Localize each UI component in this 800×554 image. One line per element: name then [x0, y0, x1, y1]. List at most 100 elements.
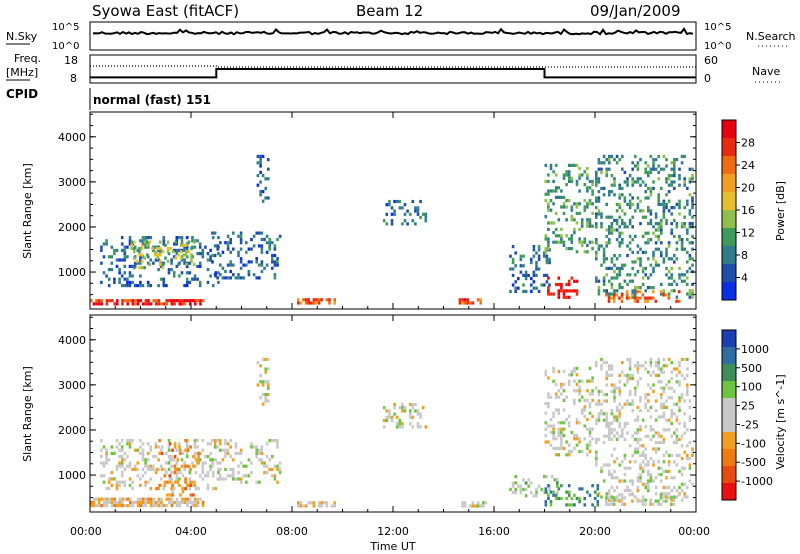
- scatter-cell: [209, 467, 212, 471]
- scatter-cell: [184, 477, 187, 481]
- scatter-cell: [302, 298, 305, 302]
- freq-left-top: 18: [64, 54, 78, 67]
- scatter-cell: [662, 453, 666, 457]
- scatter-cell: [276, 467, 279, 471]
- scatter-cell: [626, 431, 629, 435]
- scatter-cell: [634, 180, 637, 184]
- scatter-cell: [204, 461, 207, 465]
- scatter-cell: [196, 504, 200, 508]
- scatter-cell: [591, 503, 594, 507]
- scatter-cell: [549, 443, 553, 447]
- scatter-cell: [146, 261, 150, 265]
- scatter-cell: [691, 453, 694, 457]
- scatter-cell: [600, 244, 603, 248]
- scatter-cell: [560, 240, 563, 244]
- scatter-cell: [657, 431, 660, 435]
- scatter-cell: [562, 202, 566, 206]
- scatter-cell: [621, 286, 624, 290]
- scatter-cell: [618, 234, 621, 238]
- scatter-cell: [636, 380, 640, 384]
- scatter-cell: [189, 445, 193, 449]
- scatter-cell: [201, 299, 205, 303]
- scatter-cell: [100, 504, 103, 508]
- scatter-cell: [128, 442, 132, 446]
- scatter-cell: [595, 183, 598, 187]
- scatter-cell: [532, 270, 536, 274]
- scatter-cell: [317, 298, 321, 302]
- scatter-cell: [613, 180, 616, 184]
- scatter-cell: [157, 497, 161, 501]
- scatter-cell: [193, 445, 197, 449]
- scatter-cell: [181, 497, 184, 501]
- scatter-cell: [267, 196, 270, 200]
- scatter-cell: [621, 370, 624, 374]
- scatter-cell: [583, 250, 587, 254]
- scatter-cell: [97, 500, 101, 504]
- scatter-cell: [662, 485, 666, 489]
- scatter-cell: [107, 458, 111, 462]
- scatter-cell: [395, 415, 399, 419]
- scatter-cell: [573, 370, 576, 374]
- scatter-cell: [100, 448, 103, 452]
- scatter-cell: [198, 451, 202, 455]
- scatter-cell: [537, 248, 541, 252]
- scatter-cell: [631, 238, 634, 242]
- cpid-text: normal (fast) 151: [93, 93, 211, 107]
- scatter-cell: [129, 299, 132, 303]
- scatter-cell: [605, 228, 608, 232]
- scatter-cell: [115, 445, 119, 449]
- scatter-cell: [535, 487, 538, 491]
- scatter-cell: [657, 199, 660, 203]
- scatter-cell: [168, 480, 172, 484]
- scatter-cell: [565, 282, 568, 287]
- scatter-cell: [271, 439, 274, 443]
- scatter-cell: [602, 254, 606, 258]
- scatter-cell: [186, 445, 190, 449]
- scatter-cell: [239, 247, 243, 251]
- scatter-cell: [267, 177, 270, 181]
- scatter-cell: [636, 499, 639, 503]
- scatter-cell: [659, 493, 663, 497]
- scatter-cell: [325, 298, 329, 302]
- scatter-cell: [631, 493, 634, 497]
- scatter-cell: [570, 370, 574, 374]
- scatter-cell: [573, 379, 576, 383]
- scatter-cell: [639, 466, 642, 470]
- scatter-cell: [260, 445, 264, 449]
- scatter-cell: [560, 430, 563, 434]
- scatter-cell: [560, 234, 563, 238]
- scatter-cell: [665, 450, 668, 454]
- scatter-cell: [115, 487, 119, 491]
- scatter-cell: [683, 154, 686, 158]
- scatter-cell: [170, 487, 173, 491]
- scatter-cell: [247, 273, 251, 277]
- scatter-cell: [461, 501, 464, 505]
- scatter-cell: [189, 493, 193, 497]
- scatter-cell: [419, 412, 422, 416]
- scatter-cell: [615, 273, 619, 277]
- scatter-cell: [139, 261, 142, 265]
- scatter-cell: [320, 501, 323, 505]
- scatter-cell: [608, 161, 611, 165]
- scatter-cell: [403, 212, 407, 216]
- scatter-cell: [167, 252, 171, 256]
- scatter-cell: [626, 489, 629, 493]
- scatter-cell: [595, 453, 598, 457]
- scatter-cell: [610, 453, 614, 457]
- colorbar-segment: [722, 347, 736, 365]
- scatter-cell: [136, 299, 140, 303]
- time-tick-label: 12:00: [377, 525, 409, 538]
- scatter-cell: [255, 257, 258, 261]
- scatter-cell: [211, 260, 214, 264]
- scatter-cell: [201, 504, 205, 508]
- scatter-cell: [667, 276, 671, 280]
- scatter-cell: [678, 273, 681, 277]
- scatter-cell: [615, 218, 619, 222]
- scatter-cell: [626, 373, 629, 377]
- scatter-cell: [175, 477, 179, 481]
- scatter-cell: [514, 251, 517, 255]
- scatter-cell: [644, 405, 647, 409]
- scatter-cell: [597, 196, 601, 200]
- scatter-cell: [613, 460, 616, 464]
- scatter-cell: [565, 183, 568, 187]
